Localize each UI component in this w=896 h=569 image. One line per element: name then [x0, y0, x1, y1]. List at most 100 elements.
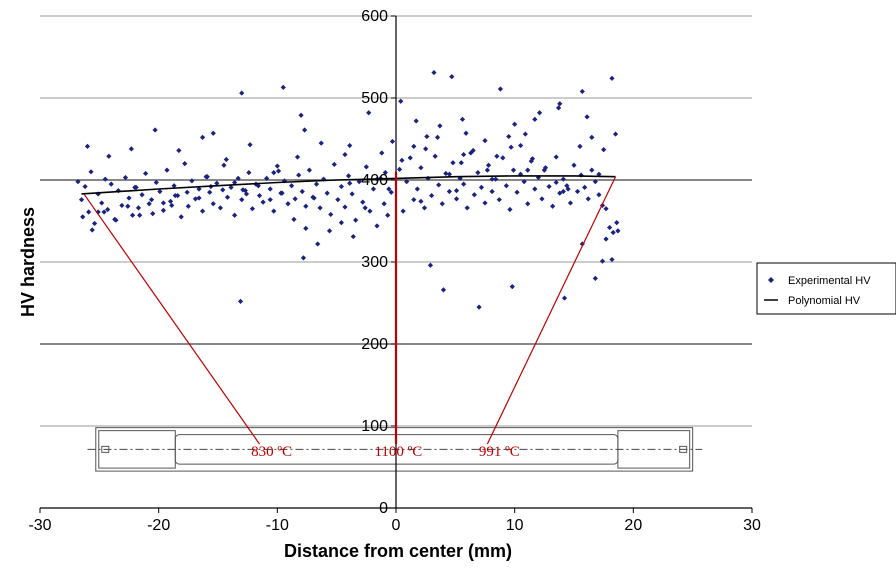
data-point	[122, 174, 129, 181]
data-point	[237, 298, 244, 304]
data-point	[436, 182, 442, 188]
data-point	[78, 197, 85, 203]
data-point	[146, 201, 152, 207]
data-point	[303, 203, 309, 209]
y-tick-label: 500	[361, 90, 388, 107]
data-point	[482, 138, 488, 144]
data-point	[338, 183, 345, 190]
data-point	[91, 220, 98, 227]
data-point	[471, 192, 477, 198]
data-point	[311, 195, 317, 201]
data-point	[550, 203, 556, 209]
data-point	[489, 188, 495, 195]
data-point	[476, 304, 482, 310]
data-point	[196, 186, 202, 192]
data-point	[579, 241, 585, 247]
data-point	[108, 181, 114, 187]
data-point	[75, 179, 81, 185]
data-point	[439, 201, 445, 207]
x-tick-label: -30	[28, 517, 51, 534]
data-point	[507, 206, 513, 213]
data-point	[280, 84, 286, 90]
data-point	[411, 197, 417, 203]
data-point	[525, 201, 531, 207]
data-point	[567, 200, 574, 206]
data-point	[324, 190, 330, 196]
data-point	[172, 192, 178, 199]
data-point	[398, 98, 404, 104]
data-point	[232, 179, 238, 186]
data-point	[281, 178, 288, 184]
data-point	[615, 228, 621, 234]
data-point	[353, 217, 359, 223]
data-point	[317, 205, 323, 211]
trend-line	[81, 175, 616, 195]
data-point	[315, 241, 321, 247]
data-point	[518, 142, 524, 149]
data-point	[423, 146, 429, 152]
legend-label-experimental: Experimental HV	[788, 275, 871, 287]
data-point	[418, 198, 424, 204]
data-point	[331, 161, 337, 168]
data-point	[461, 151, 467, 158]
y-tick-label: 200	[361, 336, 388, 353]
data-point	[425, 175, 431, 181]
data-point	[529, 156, 536, 162]
data-point	[603, 236, 609, 242]
y-tick-label: 600	[361, 8, 388, 25]
data-point	[271, 208, 277, 214]
x-tick-label: -20	[147, 517, 170, 534]
data-point	[400, 208, 406, 214]
x-axis-title: Distance from center (mm)	[284, 541, 512, 561]
data-point	[525, 167, 531, 173]
data-point	[199, 134, 206, 140]
data-point	[153, 179, 159, 186]
data-point	[80, 214, 86, 220]
data-point	[125, 203, 131, 209]
data-point	[497, 86, 504, 92]
data-point	[388, 189, 394, 195]
data-point	[506, 133, 512, 140]
data-point	[396, 166, 403, 172]
data-point	[235, 175, 241, 181]
data-point	[399, 157, 405, 163]
y-axis-title: HV hardness	[18, 207, 38, 317]
data-point	[342, 151, 348, 158]
data-point	[210, 130, 216, 136]
data-point	[560, 188, 566, 195]
data-point	[204, 174, 210, 180]
data-point	[404, 179, 410, 185]
data-point	[500, 155, 506, 161]
annotations: 830 ºC 1100 ºC 991 ºC	[83, 171, 617, 460]
data-point	[264, 175, 270, 181]
data-point	[557, 101, 563, 107]
data-point	[532, 186, 538, 192]
legend-label-polynomial: Polynomial HV	[788, 295, 861, 307]
data-point	[424, 133, 430, 140]
data-point	[565, 186, 571, 192]
data-point	[459, 116, 466, 122]
data-point	[160, 207, 167, 213]
data-point	[232, 212, 238, 218]
data-point	[555, 105, 562, 111]
data-point	[470, 147, 476, 154]
data-point	[489, 176, 495, 182]
data-point	[560, 176, 566, 182]
data-point	[427, 262, 434, 268]
data-point	[342, 204, 348, 210]
data-point	[288, 183, 295, 189]
data-point	[453, 188, 460, 194]
data-point	[546, 183, 552, 190]
data-point	[240, 187, 246, 193]
data-point	[521, 179, 527, 185]
data-point	[413, 118, 419, 124]
data-point	[363, 164, 369, 170]
data-point	[464, 205, 470, 211]
trend-line-group	[81, 175, 616, 195]
data-point	[207, 189, 213, 195]
data-point	[296, 172, 302, 178]
data-point	[102, 176, 108, 182]
data-point	[302, 127, 308, 133]
